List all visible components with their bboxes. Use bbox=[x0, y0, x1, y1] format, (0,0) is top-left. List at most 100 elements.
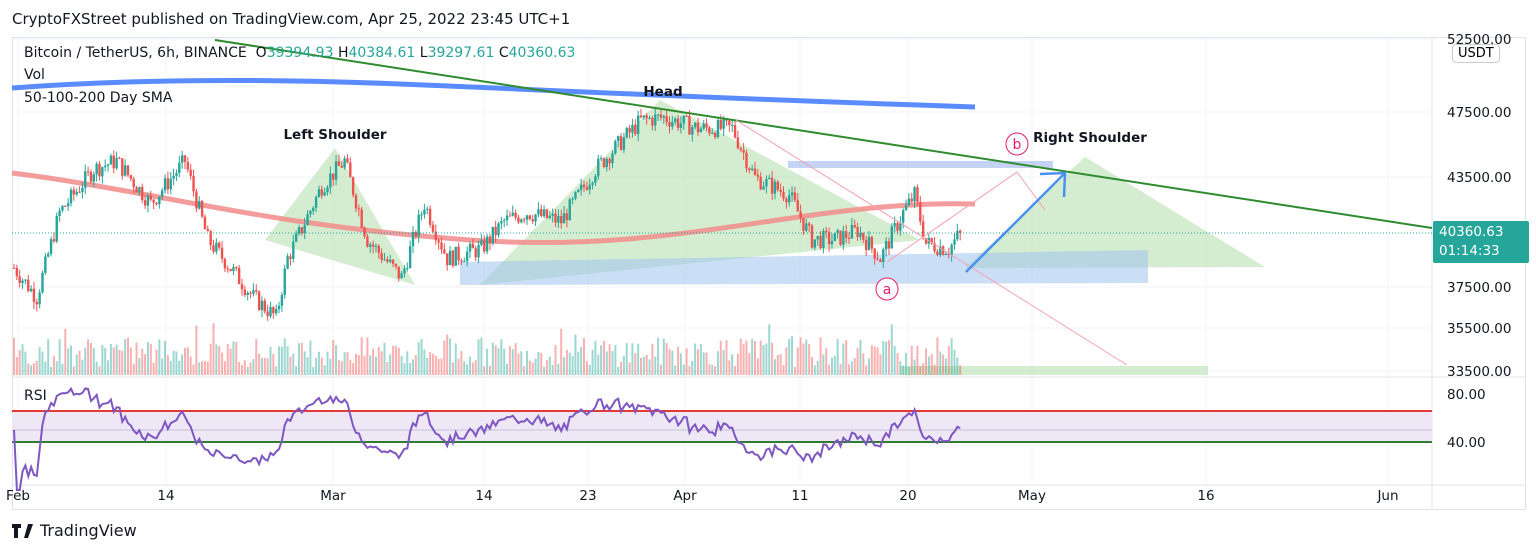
candle-body bbox=[465, 251, 469, 262]
candle-body bbox=[520, 219, 523, 223]
volume-bar bbox=[349, 359, 352, 375]
sma-200-line bbox=[11, 78, 976, 110]
volume-bar bbox=[149, 343, 152, 375]
candle-body bbox=[389, 259, 392, 262]
volume-bar bbox=[283, 338, 286, 375]
candle-body bbox=[494, 226, 497, 236]
tradingview-logo[interactable]: TradingView bbox=[12, 521, 137, 540]
volume-bar bbox=[785, 347, 788, 375]
candle-body bbox=[537, 209, 540, 215]
volume-bar bbox=[337, 360, 340, 375]
candle-body bbox=[674, 118, 677, 122]
volume-bar bbox=[722, 350, 725, 375]
candle-body bbox=[249, 292, 252, 294]
volume-bar bbox=[944, 358, 947, 375]
volume-bar bbox=[876, 347, 879, 375]
chart-area[interactable] bbox=[12, 37, 1526, 510]
candle-body bbox=[35, 301, 38, 305]
candle-body bbox=[753, 168, 757, 175]
volume-bar bbox=[779, 353, 782, 375]
candle-body bbox=[756, 174, 760, 177]
candle-body bbox=[252, 290, 255, 294]
open-value: 39394.93 bbox=[266, 45, 334, 61]
volume-bar bbox=[15, 357, 18, 375]
candle-body bbox=[842, 231, 845, 245]
candle-body bbox=[209, 231, 212, 246]
candle-body bbox=[152, 199, 155, 203]
volume-bar bbox=[483, 366, 486, 375]
sma-legend[interactable]: 50-100-200 Day SMA bbox=[24, 90, 173, 106]
candle-body bbox=[280, 294, 284, 306]
symbol-title: Bitcoin / TetherUS, 6h, BINANCE bbox=[24, 45, 247, 61]
candle-body bbox=[508, 215, 512, 217]
candle-body bbox=[380, 252, 383, 260]
volume-bar bbox=[201, 361, 204, 375]
candle-body bbox=[66, 203, 70, 207]
volume-bar bbox=[61, 363, 64, 375]
candle-body bbox=[463, 261, 466, 263]
candle-body bbox=[215, 242, 218, 252]
volume-bar bbox=[682, 364, 685, 375]
candle-body bbox=[671, 121, 674, 127]
candle-body bbox=[773, 181, 777, 194]
candle-body bbox=[349, 162, 352, 178]
volume-bar bbox=[491, 342, 494, 375]
volume-bar bbox=[893, 346, 896, 375]
candle-body bbox=[340, 165, 343, 168]
rsi-tick: 80.00 bbox=[1447, 387, 1486, 403]
candle-body bbox=[597, 158, 600, 177]
candle-body bbox=[776, 181, 779, 190]
volume-bar bbox=[286, 346, 289, 375]
close-label: C bbox=[498, 45, 509, 61]
volume-bar bbox=[927, 356, 930, 375]
candle-body bbox=[676, 118, 680, 128]
candle-body bbox=[428, 208, 432, 225]
volume-bar bbox=[372, 348, 375, 375]
candle-body bbox=[893, 223, 896, 227]
volume-bar bbox=[221, 352, 224, 375]
volume-bar bbox=[697, 349, 699, 375]
volume-bar bbox=[526, 350, 528, 375]
candle-body bbox=[688, 115, 691, 135]
candle-body bbox=[725, 119, 728, 121]
symbol-legend: Bitcoin / TetherUS, 6h, BINANCE O39394.9… bbox=[24, 45, 575, 61]
candle-body bbox=[882, 249, 885, 263]
volume-bar bbox=[956, 357, 959, 375]
candle-body bbox=[750, 168, 754, 170]
volume-bar bbox=[423, 349, 426, 375]
candle-body bbox=[406, 268, 409, 270]
candle-body bbox=[770, 177, 774, 194]
candle-body bbox=[608, 158, 611, 164]
volume-bar bbox=[115, 344, 118, 375]
candle-body bbox=[947, 253, 950, 255]
candle-body bbox=[799, 211, 802, 218]
candle-body bbox=[956, 230, 959, 240]
candle-body bbox=[810, 225, 814, 248]
volume-bar bbox=[836, 338, 839, 375]
volume-bar bbox=[494, 345, 497, 375]
currency-badge[interactable]: USDT bbox=[1452, 44, 1500, 63]
volume-bar bbox=[651, 343, 654, 375]
volume-bar bbox=[514, 343, 517, 375]
volume-bar bbox=[916, 345, 919, 375]
volume-bar bbox=[953, 349, 956, 375]
volume-bar bbox=[848, 364, 851, 375]
volume-bar bbox=[412, 359, 414, 375]
candle-body bbox=[58, 210, 61, 216]
candle-body bbox=[24, 279, 27, 281]
volume-bar bbox=[238, 361, 241, 375]
candle-body bbox=[785, 198, 788, 203]
candle-body bbox=[579, 184, 583, 190]
candle-body bbox=[317, 189, 321, 197]
volume-bar bbox=[429, 352, 432, 375]
candle-body bbox=[351, 177, 355, 196]
volume-bar bbox=[121, 350, 124, 375]
volume-legend[interactable]: Vol bbox=[24, 67, 45, 83]
candle-body bbox=[229, 268, 232, 272]
candle-body bbox=[440, 242, 443, 250]
candle-body bbox=[155, 202, 158, 205]
volume-bar bbox=[38, 347, 41, 375]
candle-body bbox=[505, 215, 509, 221]
rsi-legend[interactable]: RSI bbox=[24, 388, 47, 404]
